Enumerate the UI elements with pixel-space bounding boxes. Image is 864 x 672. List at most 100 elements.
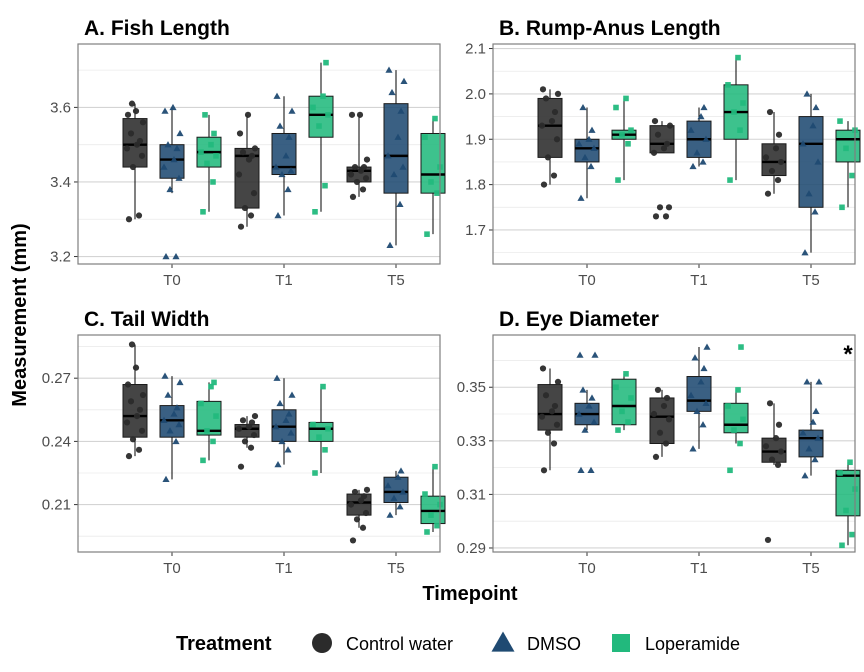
y-tick-label: 0.31 bbox=[457, 486, 486, 503]
legend-key-square bbox=[612, 634, 630, 652]
data-point bbox=[247, 444, 255, 451]
data-point bbox=[801, 249, 809, 256]
box-dmso-t1 bbox=[686, 103, 712, 170]
data-point bbox=[689, 162, 697, 170]
data-point bbox=[312, 470, 318, 476]
data-point bbox=[577, 194, 585, 201]
y-tick-label: 1.9 bbox=[465, 131, 486, 148]
data-point bbox=[129, 163, 137, 171]
data-point bbox=[316, 123, 322, 129]
data-point bbox=[237, 463, 245, 470]
panel-eye-diameter: D. Eye Diameter 0.29 0.31 0.33 0.35 T0 T1 T5 * bbox=[457, 308, 861, 577]
data-point bbox=[738, 344, 744, 350]
data-point bbox=[740, 416, 746, 423]
panel-border bbox=[492, 334, 856, 553]
data-point bbox=[288, 391, 296, 398]
data-point bbox=[424, 231, 430, 237]
data-point bbox=[587, 466, 595, 473]
panel-border bbox=[492, 43, 856, 265]
data-point bbox=[396, 503, 404, 510]
box-dmso-t0 bbox=[574, 103, 600, 201]
data-point bbox=[422, 134, 428, 141]
data-point bbox=[805, 190, 813, 197]
legend-label: DMSO bbox=[527, 634, 581, 654]
data-point bbox=[540, 467, 548, 474]
data-point bbox=[278, 170, 286, 178]
data-point bbox=[287, 429, 295, 436]
data-point bbox=[390, 494, 398, 501]
box-control-water-t1 bbox=[234, 413, 260, 470]
data-point bbox=[660, 145, 668, 152]
data-point bbox=[625, 419, 631, 425]
data-point bbox=[768, 456, 776, 463]
data-point bbox=[805, 445, 813, 452]
data-point bbox=[239, 149, 247, 156]
data-point bbox=[735, 54, 741, 61]
data-point bbox=[801, 472, 809, 479]
data-point bbox=[322, 182, 328, 189]
data-point bbox=[625, 141, 631, 147]
data-point bbox=[250, 431, 258, 439]
box-iqr bbox=[383, 103, 409, 194]
data-point bbox=[360, 163, 368, 171]
y-tick-label: 1.7 bbox=[465, 222, 486, 239]
data-point bbox=[388, 88, 396, 96]
data-point bbox=[775, 421, 783, 428]
data-point bbox=[700, 103, 708, 111]
data-point bbox=[814, 158, 822, 165]
data-point bbox=[579, 103, 587, 111]
data-point bbox=[693, 407, 701, 415]
data-point bbox=[553, 136, 561, 143]
data-point bbox=[542, 392, 550, 399]
data-point bbox=[699, 421, 707, 428]
panel-title: A. Fish Length bbox=[84, 17, 230, 40]
data-point bbox=[360, 493, 368, 500]
data-point bbox=[651, 118, 659, 125]
data-point bbox=[235, 171, 243, 178]
data-point bbox=[251, 145, 259, 152]
data-point bbox=[173, 144, 181, 152]
data-point bbox=[740, 100, 746, 106]
data-point bbox=[762, 154, 770, 161]
data-point bbox=[272, 423, 280, 430]
y-tick-label: 3.2 bbox=[50, 249, 71, 266]
data-point bbox=[162, 475, 170, 482]
data-point bbox=[725, 82, 731, 88]
data-point bbox=[613, 384, 619, 391]
data-point bbox=[124, 381, 132, 388]
data-point bbox=[164, 141, 172, 148]
panel-background bbox=[78, 335, 440, 552]
data-point bbox=[129, 436, 137, 443]
data-point bbox=[772, 145, 780, 152]
box-control-water-t1 bbox=[649, 118, 675, 220]
data-point bbox=[843, 145, 849, 152]
data-point bbox=[325, 425, 331, 432]
x-tick-label: T0 bbox=[578, 560, 596, 577]
box-dmso-t5 bbox=[798, 378, 824, 479]
box-loperamide-t0 bbox=[196, 379, 222, 464]
data-point bbox=[697, 113, 705, 120]
data-point bbox=[703, 343, 711, 350]
data-point bbox=[133, 413, 141, 420]
data-point bbox=[362, 509, 370, 517]
data-point bbox=[812, 407, 820, 415]
legend-items: Control water DMSO Loperamide bbox=[312, 631, 740, 654]
data-point bbox=[687, 126, 695, 133]
data-point bbox=[662, 440, 670, 447]
data-point bbox=[799, 429, 807, 436]
data-point bbox=[136, 406, 144, 413]
data-point bbox=[660, 402, 668, 410]
data-point bbox=[814, 434, 822, 441]
data-point bbox=[654, 131, 662, 138]
data-point bbox=[554, 90, 562, 97]
legend-item-loperamide: Loperamide bbox=[612, 634, 740, 654]
data-point bbox=[588, 394, 596, 401]
box-loperamide-t5 bbox=[835, 118, 861, 211]
data-point bbox=[619, 408, 625, 415]
x-tick-label: T5 bbox=[387, 272, 405, 289]
data-point bbox=[554, 378, 562, 385]
box-dmso-t5 bbox=[383, 467, 409, 518]
data-point bbox=[619, 131, 625, 138]
data-point bbox=[213, 413, 219, 419]
